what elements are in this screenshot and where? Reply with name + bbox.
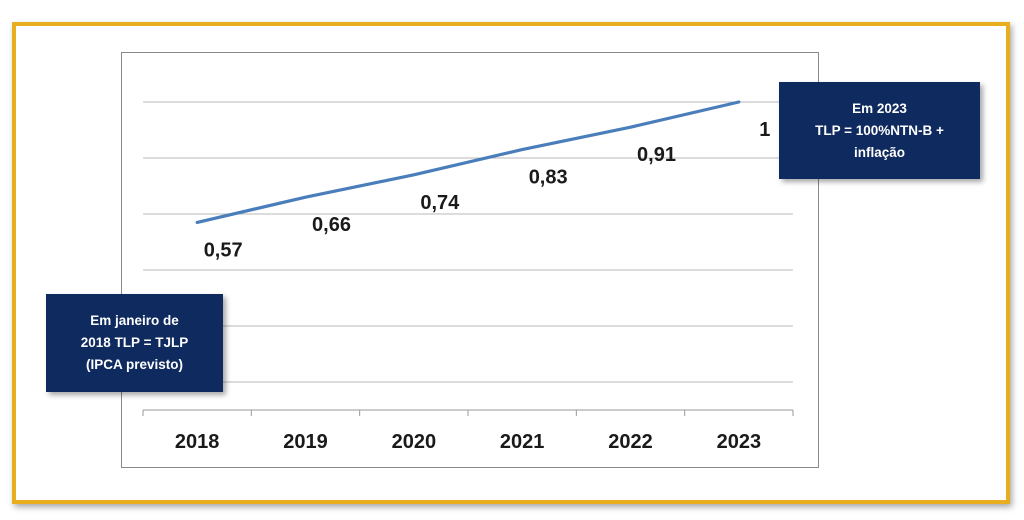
plot-area [121,52,819,468]
x-tick-label: 2019 [283,431,328,453]
data-label: 0,66 [312,214,351,236]
x-tick-label: 2021 [500,431,545,453]
data-label: 0,74 [420,192,460,214]
series-line [195,100,741,224]
annotation-start-line-2: 2018 TLP = TJLP [80,335,189,350]
gridlines [143,101,793,383]
x-tick-label: 2018 [175,431,220,453]
x-axis: 2018 2019 2020 2021 2022 2023 [142,409,794,453]
annotation-end: Em 2023 TLP = 100%NTN-B + inflação [779,82,980,179]
data-label: 0,57 [204,239,243,261]
annotation-end-line-3: inflação [853,144,905,160]
data-label: 0,91 [637,144,676,166]
data-labels-layer: 0,57 0,66 0,74 0,83 0,91 1 [204,119,771,261]
annotation-end-line-2: TLP = 100%NTN-B + [815,122,944,138]
series-layer [195,100,741,224]
x-tick-label: 2022 [608,431,653,453]
annotation-end-line-1: Em 2023 [852,100,907,116]
data-label: 0,83 [529,167,568,189]
annotation-start: Em janeiro de 2018 TLP = TJLP (IPCA prev… [46,294,223,392]
x-tick-label: 2023 [717,431,762,453]
annotation-start-line-3: (IPCA previsto) [85,357,183,372]
data-label: 1 [759,119,770,141]
x-tick-label: 2020 [392,431,437,453]
annotation-start-line-1: Em janeiro de [90,313,179,328]
